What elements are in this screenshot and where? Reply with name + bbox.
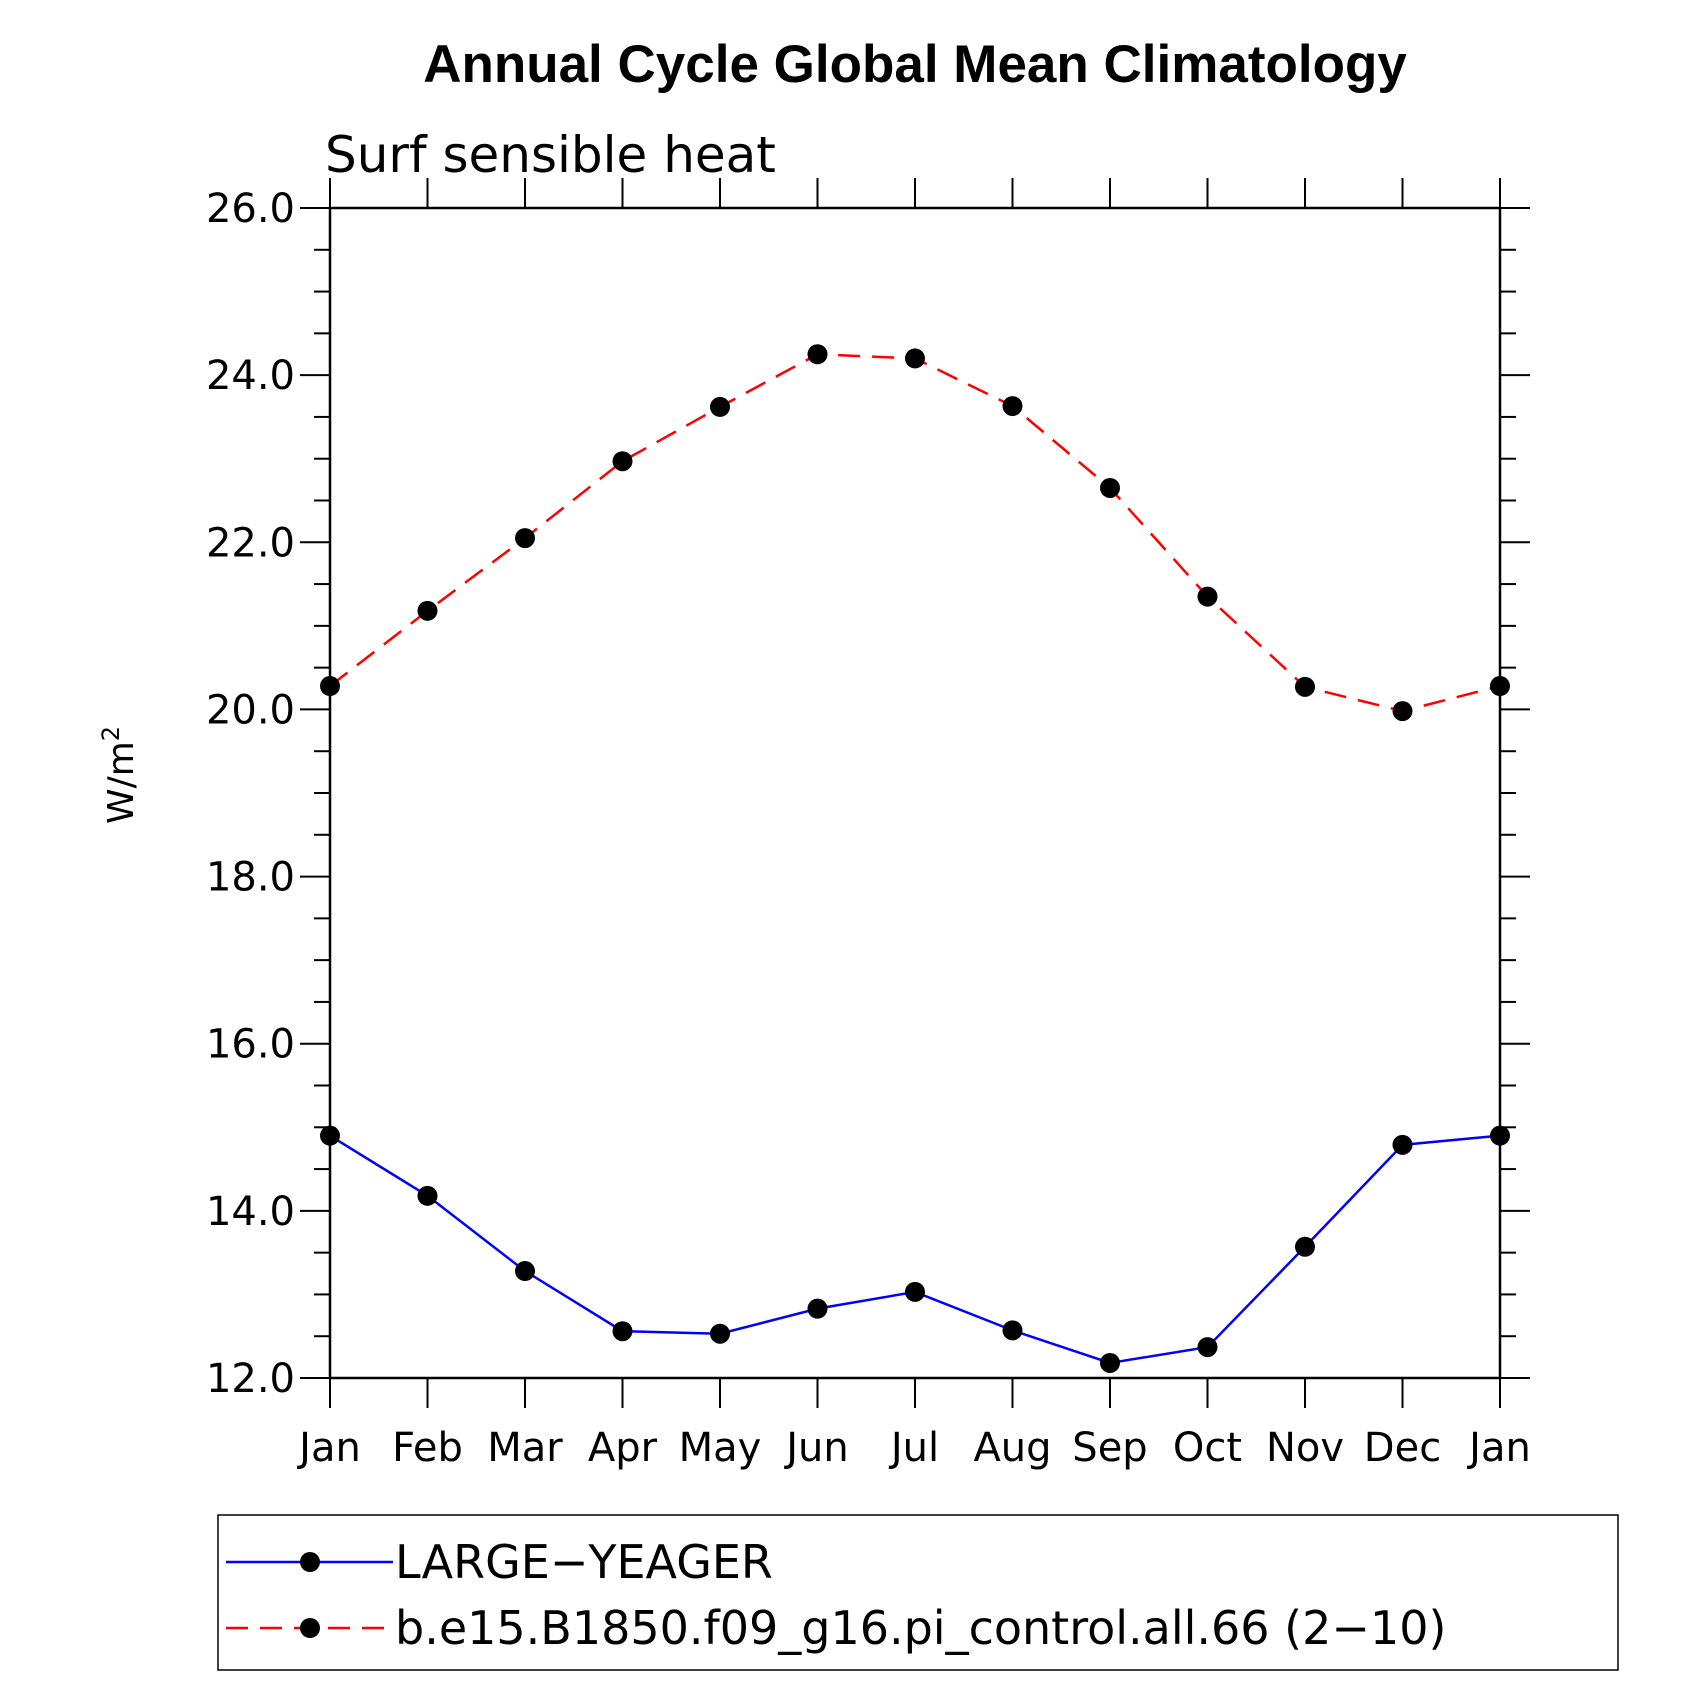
data-point bbox=[1392, 1134, 1413, 1155]
y-tick-label: 12.0 bbox=[206, 1356, 295, 1402]
x-tick-label: Dec bbox=[1364, 1425, 1441, 1471]
data-point bbox=[515, 528, 535, 549]
y-tick-label: 20.0 bbox=[206, 687, 295, 733]
data-point bbox=[612, 1321, 633, 1342]
x-tick-label: Sep bbox=[1072, 1425, 1147, 1471]
x-tick-label: Mar bbox=[487, 1425, 563, 1471]
data-point bbox=[1100, 1352, 1120, 1373]
x-tick-label: Feb bbox=[392, 1425, 463, 1471]
x-tick-label: May bbox=[679, 1425, 762, 1471]
series-line bbox=[329, 352, 1501, 713]
data-point bbox=[417, 600, 438, 621]
data-point bbox=[905, 1281, 925, 1302]
data-point bbox=[1100, 477, 1120, 498]
data-point bbox=[515, 1261, 535, 1282]
y-tick-label: 26.0 bbox=[206, 186, 295, 232]
data-point bbox=[807, 1298, 828, 1319]
legend-box bbox=[217, 1514, 1619, 1671]
data-point bbox=[1197, 1337, 1218, 1358]
data-point bbox=[1002, 1320, 1023, 1341]
data-point bbox=[710, 1323, 730, 1344]
data-point bbox=[320, 1125, 340, 1146]
series-line bbox=[329, 1134, 1501, 1365]
y-tick-label: 22.0 bbox=[206, 520, 295, 566]
plot-frame bbox=[328, 206, 1502, 1380]
x-tick-label: Apr bbox=[588, 1425, 658, 1471]
y-axis-label: W/m2 bbox=[97, 726, 142, 824]
legend-label: b.e15.B1850.f09_g16.pi_control.all.66 (2… bbox=[395, 1601, 1446, 1655]
chart-subtitle: Surf sensible heat bbox=[325, 126, 776, 184]
y-tick-label: 18.0 bbox=[206, 855, 295, 901]
chart-title: Annual Cycle Global Mean Climatology bbox=[423, 35, 1407, 94]
data-point bbox=[1392, 701, 1413, 722]
data-point bbox=[905, 348, 925, 369]
data-point bbox=[1197, 586, 1218, 607]
plot-area: 12.0 14.0 16.0 18.0 20.0 22.0 24.0 26.0 Jan Feb Ma… bbox=[206, 178, 1531, 1471]
x-tick-label: Jan bbox=[1466, 1425, 1531, 1471]
legend-marker bbox=[300, 1618, 320, 1638]
data-point bbox=[710, 396, 730, 417]
data-point bbox=[1490, 676, 1510, 697]
y-axis-label-text: W/m bbox=[101, 741, 142, 824]
data-point bbox=[1002, 396, 1023, 417]
legend-label: LARGE−YEAGER bbox=[395, 1535, 773, 1589]
y-tick-label: 14.0 bbox=[206, 1189, 295, 1235]
legend-marker bbox=[300, 1552, 320, 1572]
y-tick-label: 16.0 bbox=[206, 1022, 295, 1068]
y-tick-label: 24.0 bbox=[206, 353, 295, 399]
data-point bbox=[612, 451, 633, 472]
legend: LARGE−YEAGER b.e15.B1850.f09_g16.pi_contr… bbox=[217, 1514, 1619, 1671]
x-tick-label: Nov bbox=[1266, 1425, 1344, 1471]
data-point bbox=[1295, 1236, 1315, 1257]
data-point bbox=[417, 1185, 438, 1206]
x-tick-label: Jan bbox=[296, 1425, 361, 1471]
x-tick-label: Jun bbox=[783, 1425, 849, 1471]
y-axis-label-superscript: 2 bbox=[97, 726, 125, 741]
x-tick-label: Aug bbox=[973, 1425, 1051, 1471]
x-tick-label: Jul bbox=[888, 1425, 939, 1471]
data-point bbox=[807, 344, 828, 365]
x-tick-label: Oct bbox=[1173, 1425, 1242, 1471]
data-point bbox=[1295, 676, 1315, 697]
data-point bbox=[320, 676, 340, 697]
data-point bbox=[1490, 1125, 1510, 1146]
